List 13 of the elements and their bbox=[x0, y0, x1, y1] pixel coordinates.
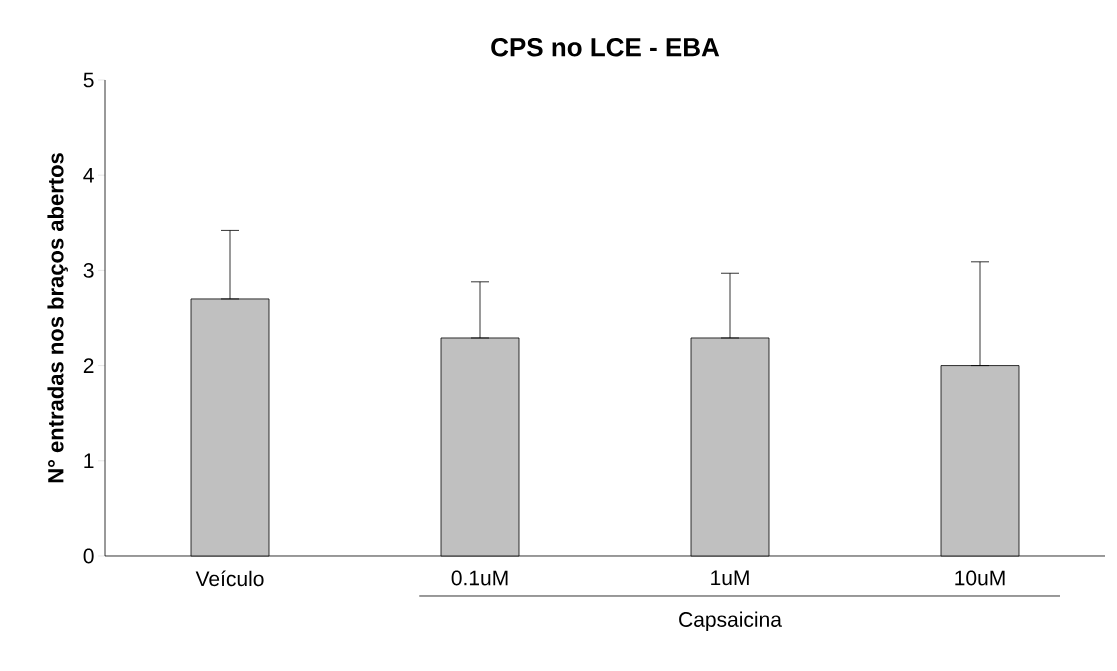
y-tick-label: 1 bbox=[84, 453, 94, 469]
text: Capsaicina bbox=[679, 611, 782, 632]
x-tick-label: Veículo bbox=[195, 570, 264, 587]
y-tick-label: 3 bbox=[83, 262, 94, 278]
chart-title: CPS no LCE - EBA bbox=[491, 38, 720, 57]
y-tick-label: 4 bbox=[83, 167, 94, 183]
y-tick-label: 5 bbox=[83, 72, 94, 88]
y-tick-label: 2 bbox=[83, 358, 94, 373]
y-tick-label: 0 bbox=[83, 548, 94, 564]
y-axis-title: N° entradas nos braços abertos bbox=[47, 153, 68, 483]
x-tick-label: 1uM bbox=[711, 570, 749, 586]
x-tick-label: 10uM bbox=[955, 570, 1005, 586]
x-tick-label: 0.1uM bbox=[451, 570, 508, 586]
